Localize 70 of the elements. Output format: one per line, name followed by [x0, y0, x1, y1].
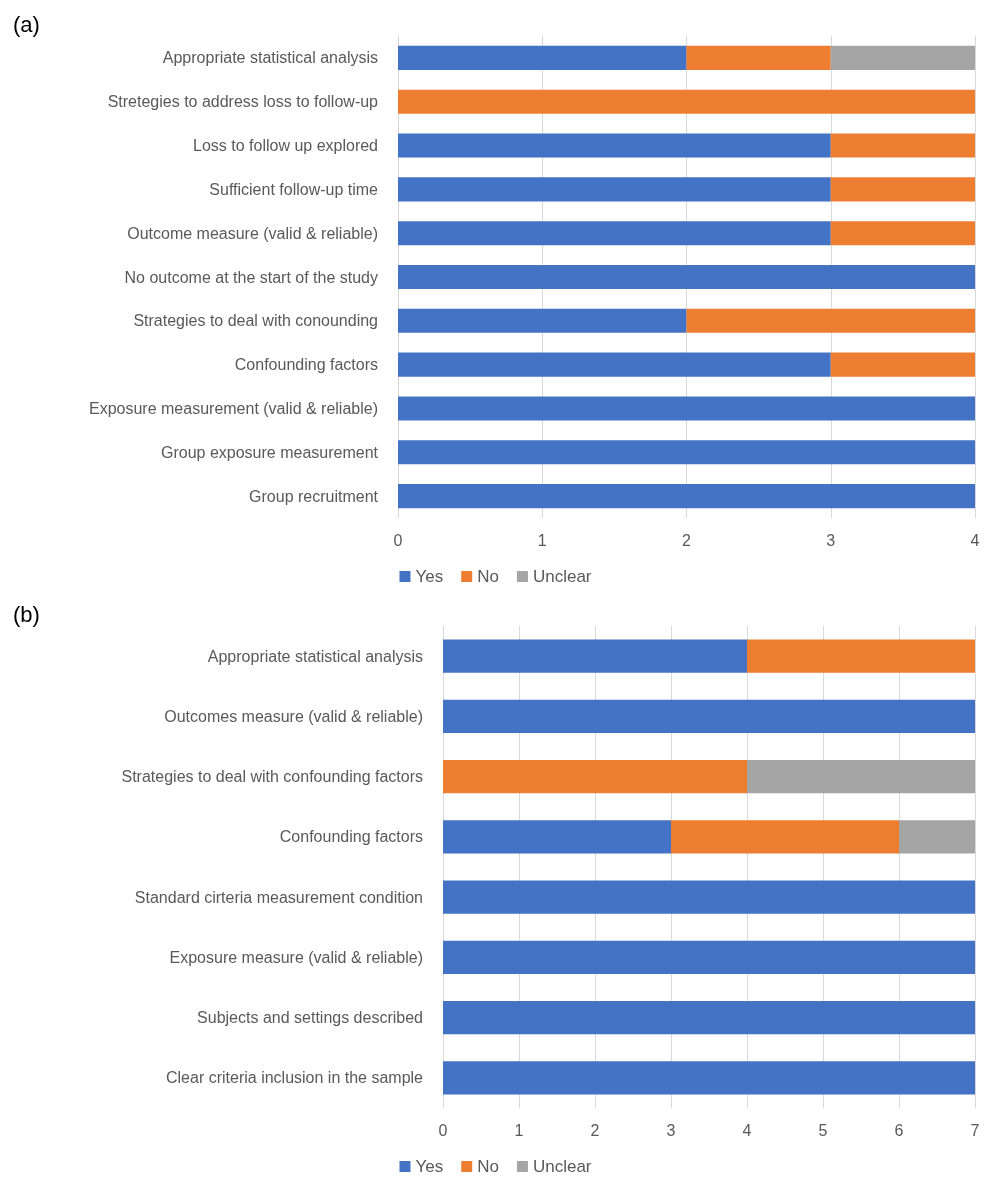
bar	[398, 396, 975, 421]
legend-label: No	[477, 567, 499, 586]
y-tick-label: Outcome measure (valid & reliable)	[127, 224, 378, 242]
y-tick-label: Subjects and settings described	[197, 1009, 423, 1027]
bar	[443, 880, 975, 914]
bar	[443, 760, 747, 794]
legend-label: No	[477, 1157, 499, 1176]
bar	[830, 177, 975, 202]
y-tick-label: Loss to follow up explored	[193, 137, 378, 155]
bar	[671, 820, 899, 854]
x-tick-label: 4	[970, 531, 980, 549]
y-tick-label: Group exposure measurement	[161, 443, 379, 461]
y-tick-label: Exposure measurement (valid & reliable)	[88, 399, 378, 417]
x-tick-label: 1	[537, 531, 547, 549]
bar	[443, 820, 671, 854]
legend-label: Unclear	[532, 567, 592, 586]
bar	[398, 133, 831, 158]
bar	[398, 221, 831, 246]
x-tick-label: 4	[742, 1121, 752, 1139]
x-tick-label: 2	[682, 531, 692, 549]
y-tick-label: Sufficient follow-up time	[209, 180, 379, 198]
x-tick-label: 6	[894, 1121, 904, 1139]
y-tick-label: Exposure measure (valid & reliable)	[169, 948, 423, 966]
x-tick-label: 3	[666, 1121, 676, 1139]
bar	[398, 352, 831, 377]
bar	[686, 45, 831, 70]
bar	[398, 308, 687, 333]
bar	[747, 639, 975, 673]
y-tick-label: Appropriate statistical analysis	[162, 49, 378, 67]
bar	[686, 308, 975, 333]
x-tick-label: 1	[514, 1121, 524, 1139]
y-tick-label: Strategies to deal with confounding factors	[121, 768, 423, 786]
x-tick-label: 5	[818, 1121, 828, 1139]
text: (a)	[13, 11, 40, 37]
x-tick-label: 0	[393, 531, 403, 549]
bar	[398, 89, 975, 114]
x-tick-label: 3	[826, 531, 836, 549]
legend-label: Unclear	[532, 1157, 592, 1176]
y-tick-label: Appropriate statistical analysis	[207, 647, 423, 665]
y-tick-label: Strategies to deal with conounding	[133, 312, 378, 330]
x-tick-label: 7	[970, 1121, 980, 1139]
bar	[899, 820, 975, 854]
bar	[443, 699, 975, 733]
bar	[830, 45, 975, 70]
y-tick-label: No outcome at the start of the study	[124, 268, 378, 286]
x-tick-label: 2	[590, 1121, 600, 1139]
y-tick-label: Group recruitment	[249, 487, 379, 505]
text: (b)	[13, 601, 40, 627]
y-tick-label: Confounding factors	[234, 356, 378, 374]
y-tick-label: Confounding factors	[279, 828, 423, 846]
bar	[443, 1061, 975, 1095]
legend-label: Yes	[415, 1157, 444, 1176]
x-tick-label: 0	[438, 1121, 448, 1139]
bar	[398, 45, 687, 70]
bar	[830, 352, 975, 377]
bar	[830, 221, 975, 246]
legend-label: Yes	[415, 567, 444, 586]
y-tick-label: Clear criteria inclusion in the sample	[166, 1069, 424, 1087]
y-tick-label: Outcomes measure (valid & reliable)	[164, 707, 423, 725]
y-tick-label: Stretegies to address loss to follow-up	[107, 93, 379, 111]
y-tick-label: Standard cirteria measurement condition	[134, 888, 423, 906]
bar	[443, 1001, 975, 1035]
bar	[830, 133, 975, 158]
bar	[398, 484, 975, 509]
bar	[398, 264, 975, 290]
bar	[398, 177, 831, 202]
bar	[747, 760, 975, 794]
bar	[398, 440, 975, 465]
bar	[443, 639, 747, 673]
bar	[443, 940, 975, 974]
